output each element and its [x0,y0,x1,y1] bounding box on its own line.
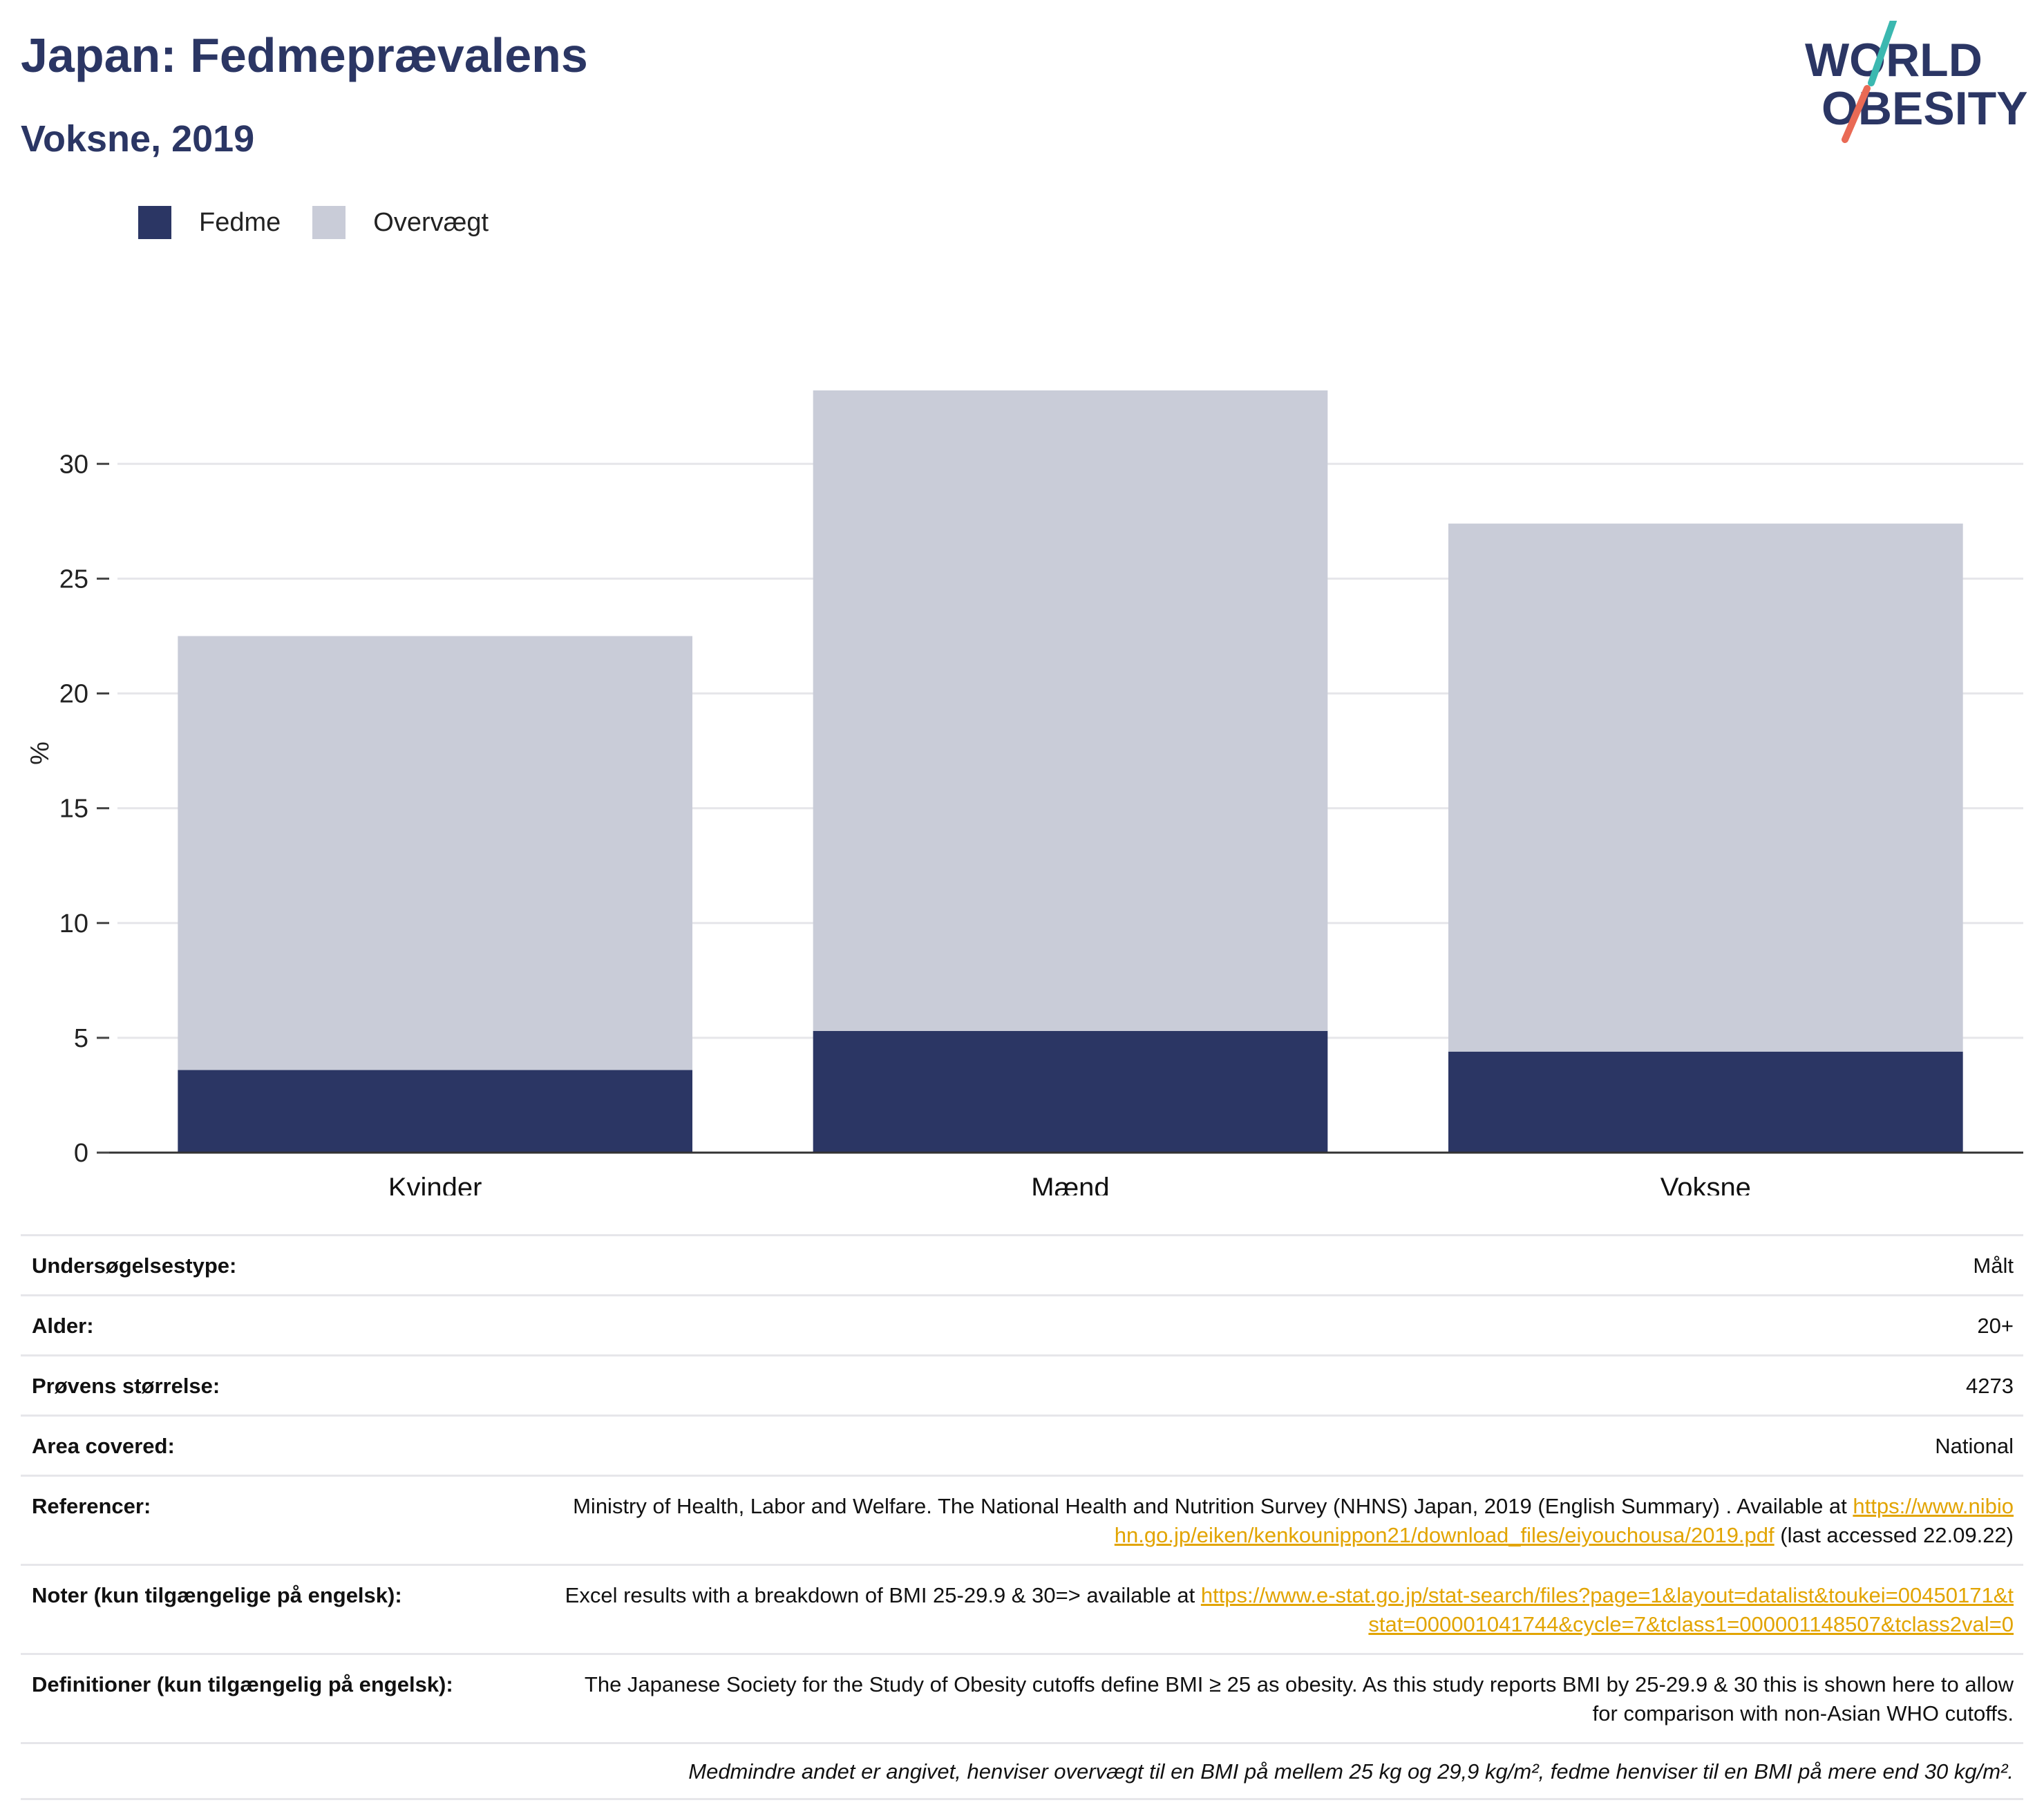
bar-overvaegt-1[interactable] [813,390,1328,1031]
info-key: Prøvens størrelse: [32,1374,220,1398]
page-title: Japan: Fedmeprævalens [21,28,588,82]
info-value: Excel results with a breakdown of BMI 25… [565,1583,2014,1636]
info-key: Noter (kun tilgængelige på engelsk): [32,1583,402,1607]
info-value: Målt [1973,1254,2014,1278]
info-row: Prøvens størrelse: 4273 [21,1355,2023,1416]
stacked-bar-chart: 0 5 10 15 20 25 30 Kvinder Mænd Voksne % [26,390,2023,1195]
info-key: Definitioner (kun tilgængelig på engelsk… [32,1672,453,1696]
logo-slash-teal-icon [1868,21,1897,86]
logo-slash-coral-icon [1842,85,1871,143]
chart-bars [178,390,1963,1153]
info-row: Referencer: Ministry of Health, Labor and… [21,1475,2023,1565]
legend-item-fedme[interactable]: Fedme [138,206,281,239]
info-value: 20+ [1977,1314,2014,1338]
y-axis-label: % [26,741,55,765]
footnote: Medmindre andet er angivet, henviser ove… [688,1759,2014,1784]
info-row: Alder: 20+ [21,1295,2023,1356]
info-key: Undersøgelsestype: [32,1254,237,1278]
world-obesity-logo: WORLD OBESITY [1805,21,2028,143]
x-tick-label: Voksne [1660,1173,1751,1195]
info-table: Undersøgelsestype: Målt Alder: 20+ Prøvens s… [21,1234,2023,1800]
y-tick-label: 15 [59,795,88,824]
y-tick-label: 5 [74,1024,88,1053]
x-tick-label: Kvinder [388,1173,482,1195]
footnote-row: Medmindre andet er angivet, henviser ove… [21,1743,2023,1799]
info-row: Definitioner (kun tilgængelig på engelsk… [21,1654,2023,1743]
y-tick-label: 10 [59,909,88,938]
info-key: Area covered: [32,1434,175,1458]
info-value: The Japanese Society for the Study of Ob… [584,1672,2014,1725]
chart-y-ticks: 0 5 10 15 20 25 30 [59,450,109,1168]
legend-item-overvaegt[interactable]: Overvægt [312,206,489,239]
legend-swatch-fedme [138,206,171,239]
info-row: Area covered: National [21,1415,2023,1476]
reference-link[interactable]: https://www.nibiohn.go.jp/eiken/kenkouni… [1114,1494,2014,1547]
info-value: National [1935,1434,2014,1458]
page-subtitle: Voksne, 2019 [21,118,255,160]
legend-label-overvaegt: Overvægt [373,207,489,237]
legend-label-fedme: Fedme [199,207,281,237]
info-key: Alder: [32,1314,94,1338]
bar-fedme-0[interactable] [178,1070,692,1153]
y-tick-label: 20 [59,680,88,709]
info-key: Referencer: [32,1494,151,1518]
info-row: Noter (kun tilgængelige på engelsk): Exce… [21,1564,2023,1654]
legend-swatch-overvaegt [312,206,346,239]
bar-overvaegt-2[interactable] [1448,523,1963,1052]
info-value: 4273 [1966,1374,2014,1398]
bar-overvaegt-0[interactable] [178,636,692,1070]
bar-fedme-1[interactable] [813,1030,1328,1153]
y-tick-label: 0 [74,1139,88,1168]
x-tick-label: Mænd [1031,1173,1109,1195]
y-tick-label: 25 [59,565,88,594]
reference-link[interactable]: https://www.e-stat.go.jp/stat-search/fil… [1200,1583,2014,1636]
bar-fedme-2[interactable] [1448,1051,1963,1153]
y-tick-label: 30 [59,450,88,479]
chart-legend: Fedme Overvægt [138,206,520,239]
info-row: Undersøgelsestype: Målt [21,1235,2023,1296]
logo-text-world: WORLD [1805,34,1983,86]
info-value: Ministry of Health, Labor and Welfare. T… [573,1494,2014,1547]
chart-x-labels: Kvinder Mænd Voksne [388,1173,1751,1195]
